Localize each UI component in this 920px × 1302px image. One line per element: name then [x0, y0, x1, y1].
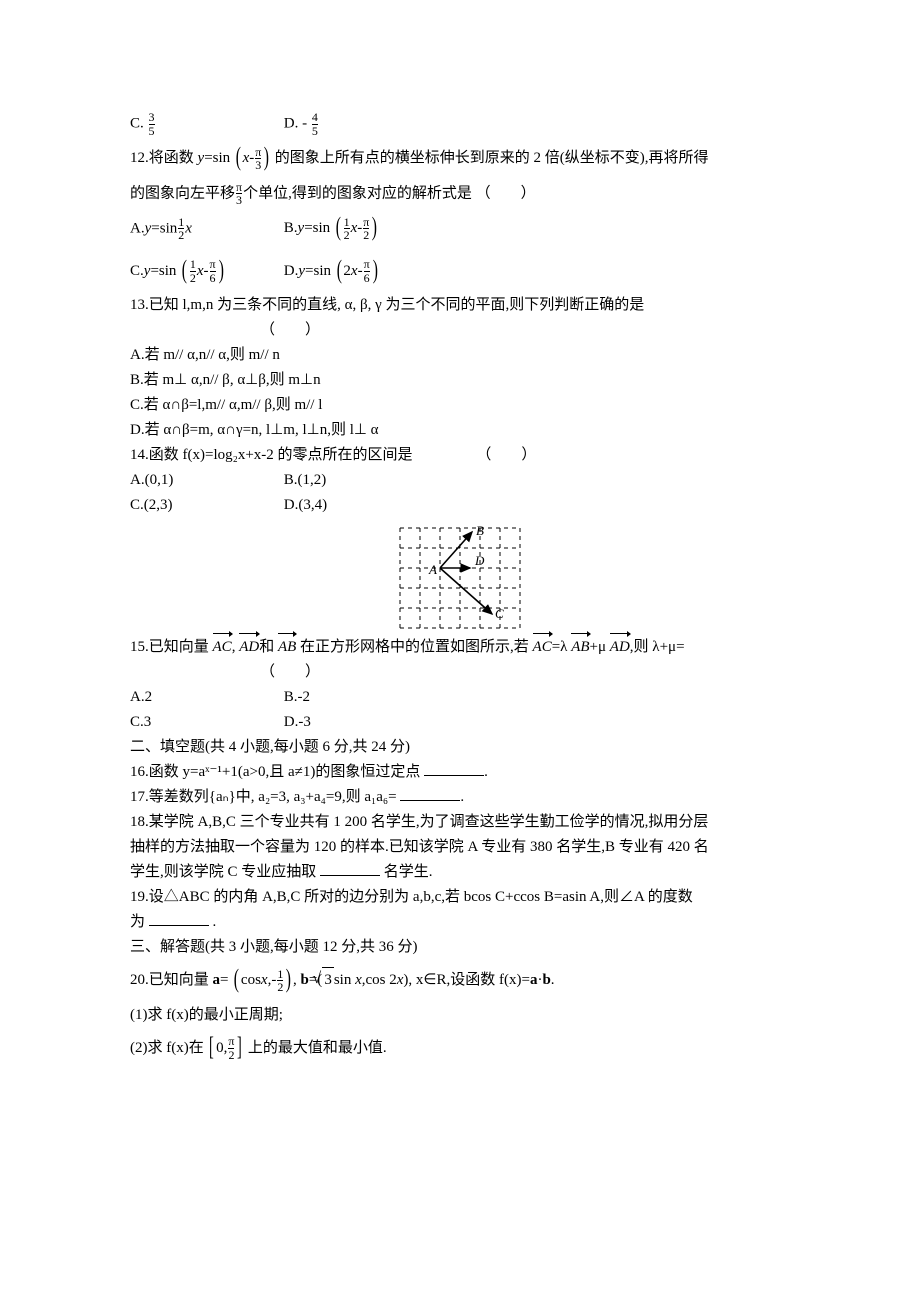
q11-d-label: D.	[284, 116, 299, 132]
q19-blank	[149, 910, 209, 926]
q11-c-label: C.	[130, 116, 144, 132]
q18-blank	[320, 860, 380, 876]
svg-text:C: C	[495, 606, 504, 621]
q12-opts-cd: C.y=sin (12x-π6) D.y=sin (2x-π6)	[130, 251, 790, 293]
q19-l1: 19.设△ABC 的内角 A,B,C 所对的边分别为 a,b,c,若 bcos …	[130, 885, 790, 909]
section-2-title: 二、填空题(共 4 小题,每小题 6 分,共 24 分)	[130, 735, 790, 759]
section-3-title: 三、解答题(共 3 小题,每小题 12 分,共 36 分)	[130, 935, 790, 959]
q14-cd: C.(2,3) D.(3,4)	[130, 493, 790, 517]
q12-opts-ab: A.y=sin12x B.y=sin (12x-π2)	[130, 208, 790, 250]
q15-ab: A.2 B.-2	[130, 685, 790, 709]
q14-stem: 14.函数 f(x)=log₂x+x-2 的零点所在的区间是 （ ）	[130, 443, 790, 467]
q15-figure: A B C D	[130, 523, 790, 633]
q13-stem: 13.已知 l,m,n 为三条不同的直线, α, β, γ 为三个不同的平面,则…	[130, 293, 790, 317]
q13-b: B.若 m⊥ α,n// β, α⊥β,则 m⊥n	[130, 368, 790, 392]
q13-d: D.若 α∩β=m, α∩γ=n, l⊥m, l⊥n,则 l⊥ α	[130, 418, 790, 442]
q18-l1: 18.某学院 A,B,C 三个专业共有 1 200 名学生,为了调查这些学生勤工…	[130, 810, 790, 834]
q20-p1: (1)求 f(x)的最小正周期;	[130, 1003, 790, 1027]
svg-text:B: B	[476, 523, 484, 538]
q11-options: C. 35 D. - 45	[130, 111, 790, 137]
q18-l3: 学生,则该学院 C 专业应抽取 名学生.	[130, 860, 790, 884]
q13-paren: （ ）	[130, 318, 790, 342]
svg-text:A: A	[428, 562, 437, 577]
q15-stem: 15.已知向量 AC, AD和 AB 在正方形网格中的位置如图所示,若 AC=λ…	[130, 635, 790, 659]
q17-blank	[400, 785, 460, 801]
q16: 16.函数 y=aˣ⁻¹+1(a>0,且 a≠1)的图象恒过定点 .	[130, 760, 790, 784]
q15-cd: C.3 D.-3	[130, 710, 790, 734]
grid-svg: A B C D	[395, 523, 525, 633]
q17: 17.等差数列{aₙ}中, a₂=3, a₃+a₄=9,则 a₁a₆= .	[130, 785, 790, 809]
q20-stem: 20.已知向量 a= (cosx,-12), b=(√3sin x,cos 2x…	[130, 960, 790, 1002]
q13-a: A.若 m// α,n// α,则 m// n	[130, 343, 790, 367]
q18-l2: 抽样的方法抽取一个容量为 120 的样本.已知该学院 A 专业有 380 名学生…	[130, 835, 790, 859]
q13-c: C.若 α∩β=l,m// α,m// β,则 m// l	[130, 393, 790, 417]
q12-paren: （ ）	[476, 185, 536, 201]
q19-l2: 为 .	[130, 910, 790, 934]
q12-stem-1: 12.将函数 y=sin (x-π3) 的图象上所有点的横坐标伸长到原来的 2 …	[130, 138, 790, 180]
q15-paren: （ ）	[130, 660, 790, 684]
q20-p2: (2)求 f(x)在 [0,π2] 上的最大值和最小值.	[130, 1028, 790, 1070]
svg-text:D: D	[474, 553, 485, 568]
q16-blank	[424, 760, 484, 776]
q14-ab: A.(0,1) B.(1,2)	[130, 468, 790, 492]
q12-stem-2: 的图象向左平移π3个单位,得到的图象对应的解析式是 （ ）	[130, 181, 790, 207]
